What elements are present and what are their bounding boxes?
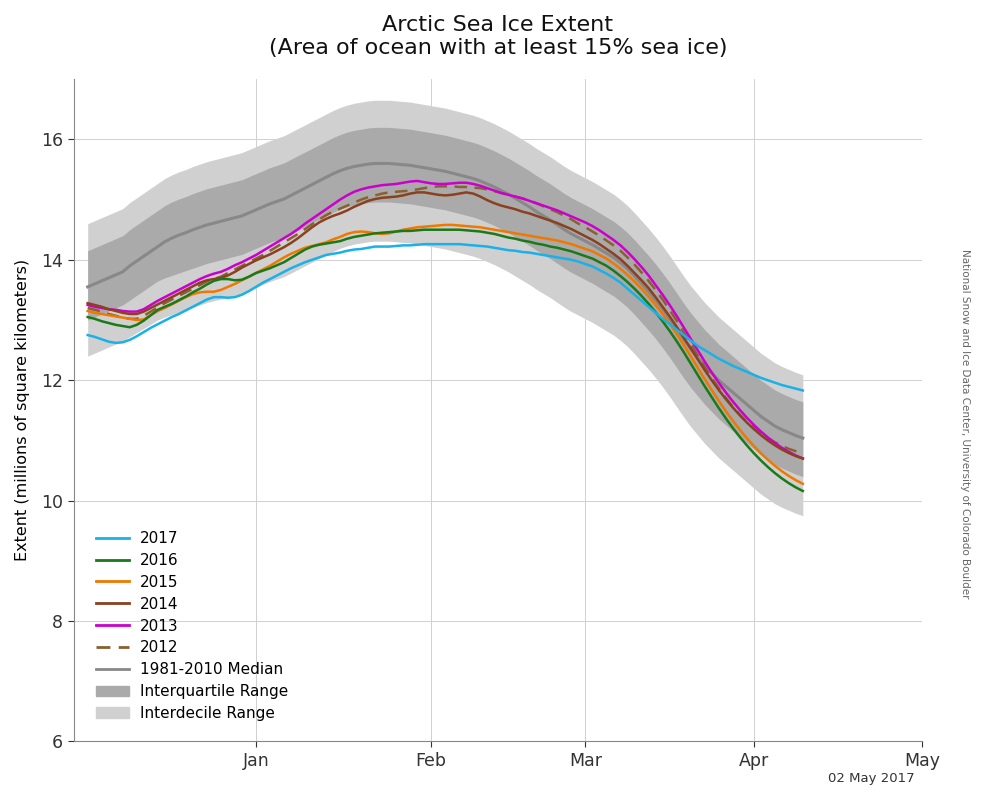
Legend: 2017, 2016, 2015, 2014, 2013, 2012, 1981-2010 Median, Interquartile Range, Inter: 2017, 2016, 2015, 2014, 2013, 2012, 1981… bbox=[90, 525, 295, 727]
Y-axis label: Extent (millions of square kilometers): Extent (millions of square kilometers) bbox=[15, 259, 30, 562]
Text: National Snow and Ice Data Center, University of Colorado Boulder: National Snow and Ice Data Center, Unive… bbox=[960, 250, 970, 598]
Text: 02 May 2017: 02 May 2017 bbox=[828, 772, 915, 785]
Title: Arctic Sea Ice Extent
(Area of ocean with at least 15% sea ice): Arctic Sea Ice Extent (Area of ocean wit… bbox=[269, 15, 727, 58]
